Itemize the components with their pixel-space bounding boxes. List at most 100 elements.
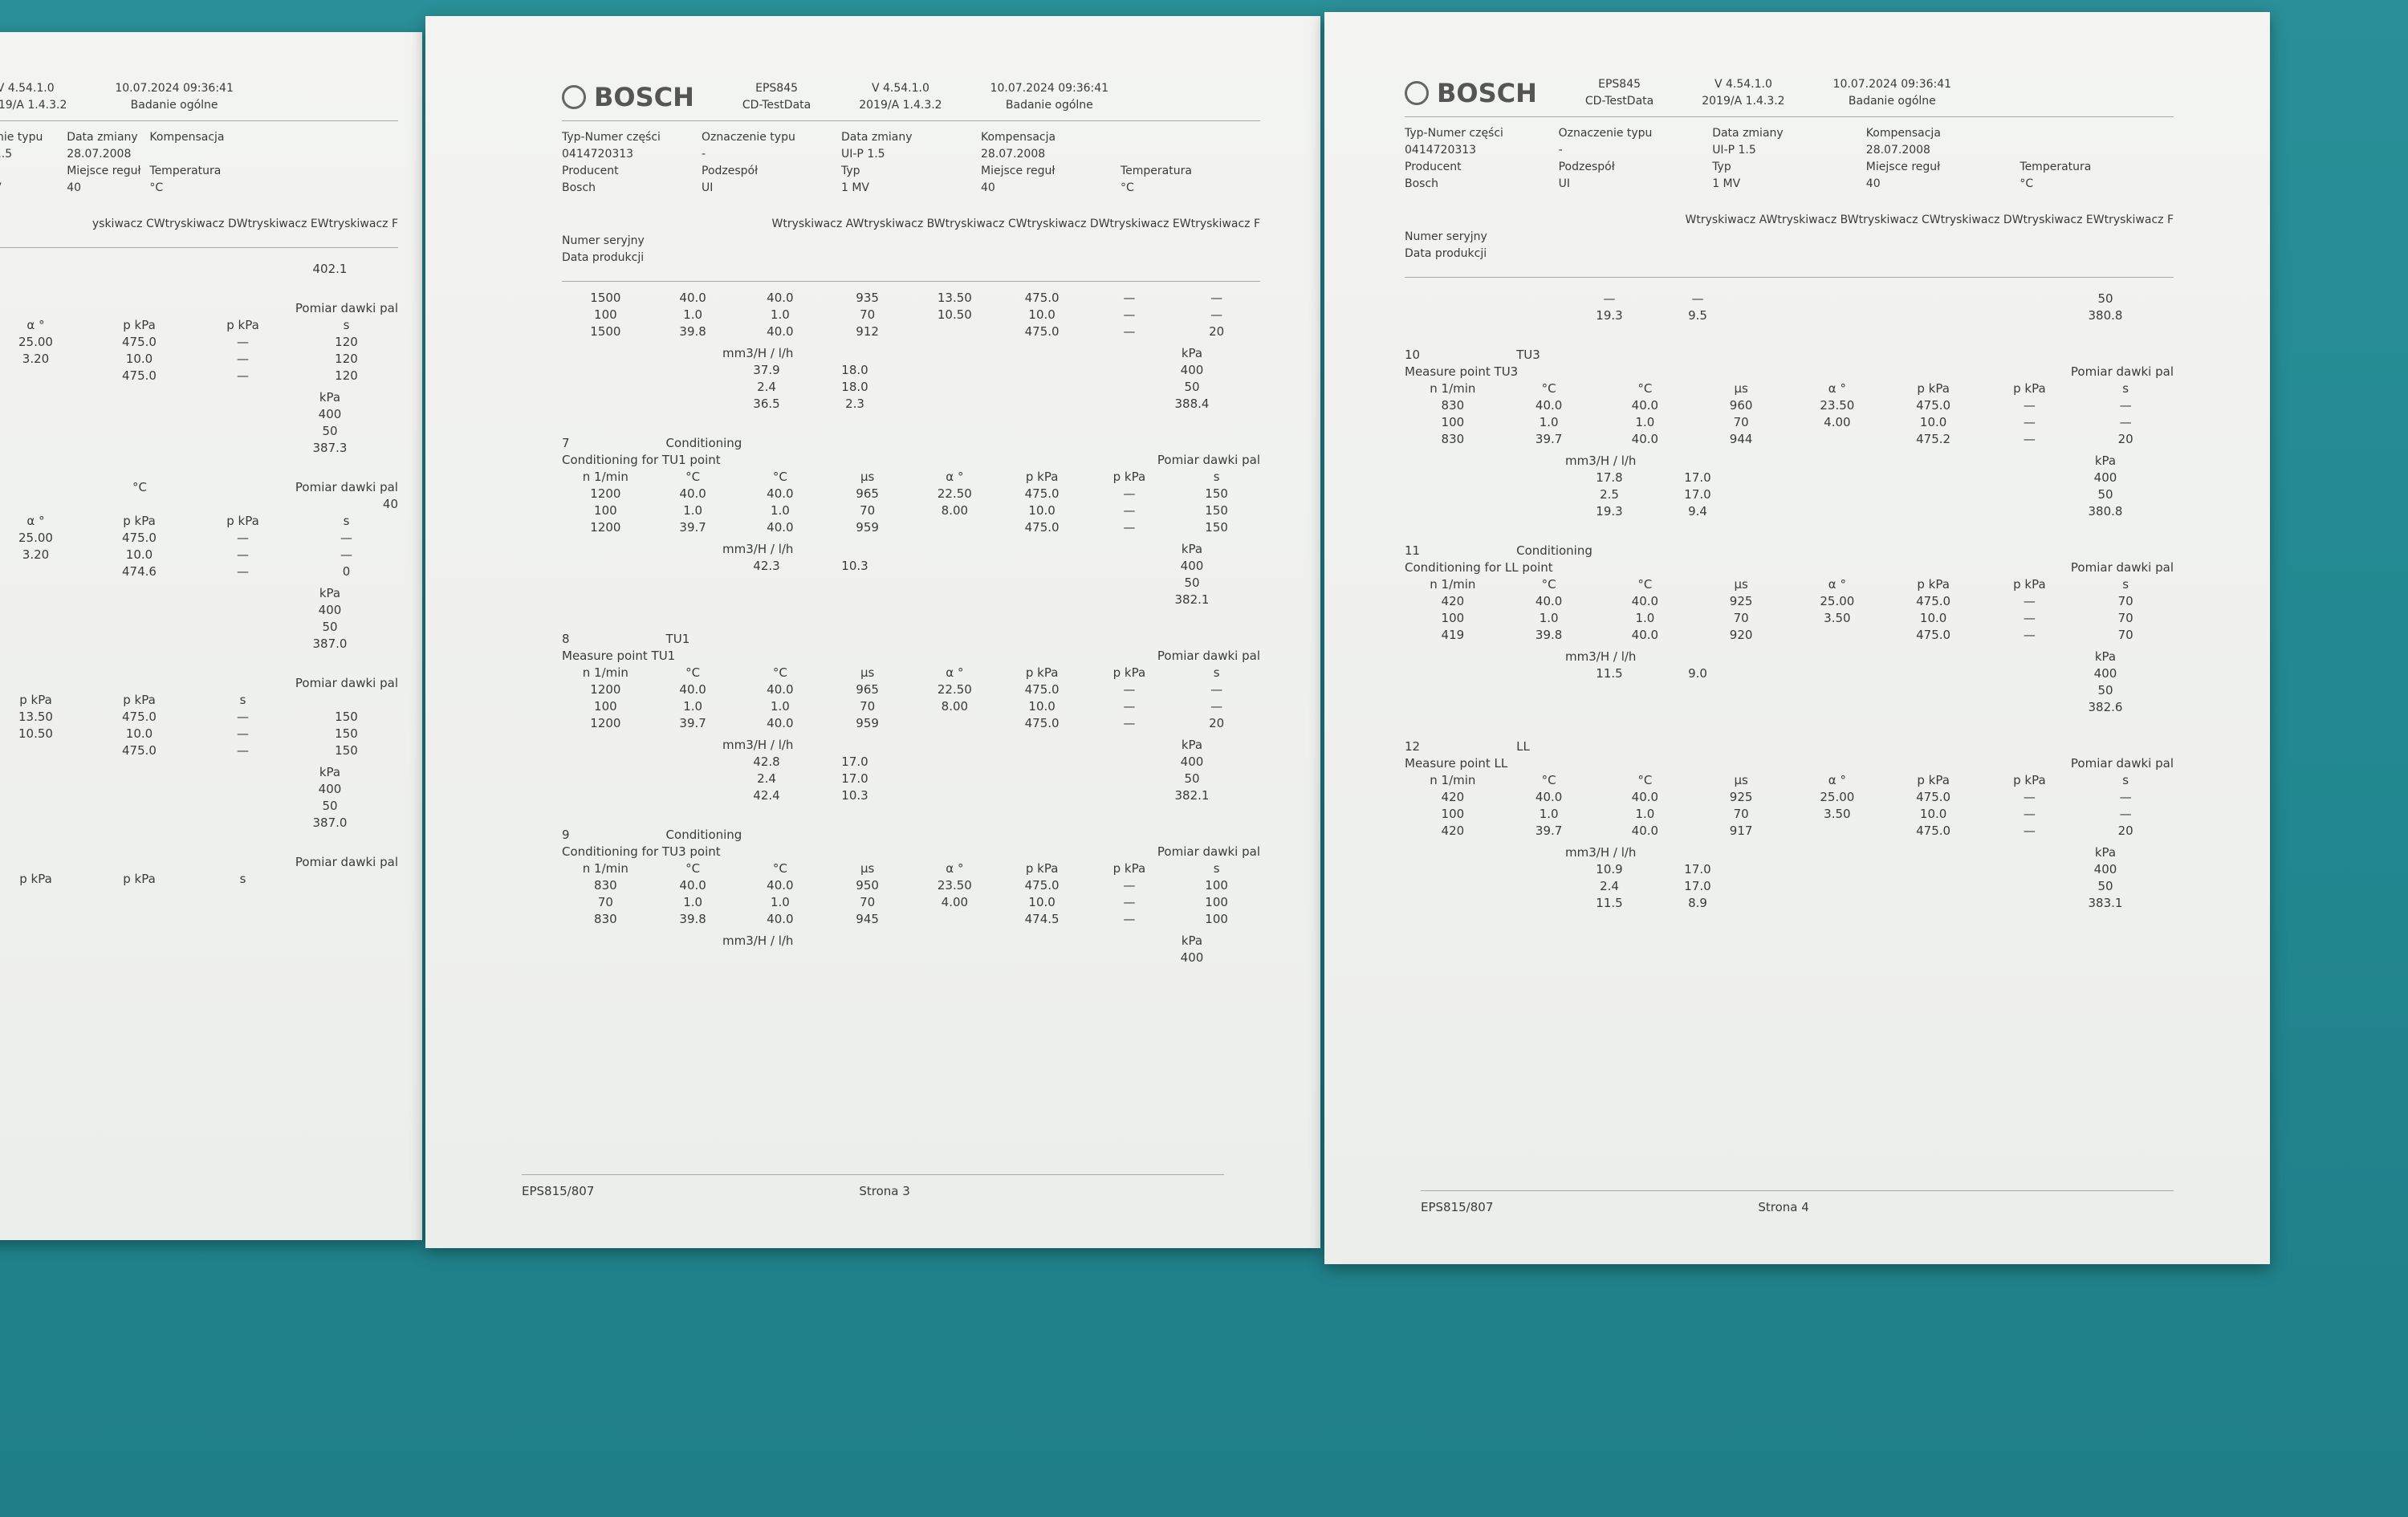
cell: — — [2119, 807, 2132, 821]
flow-results: mm3/H / l/h 10.9 17.0 2.4 17.0 11.5 8.9 — [1565, 844, 1742, 912]
pressure-units: kPa — [319, 586, 341, 600]
flow-units: mm3/H / l/h — [1565, 453, 1637, 468]
info-cell: 28.07.2008 — [67, 148, 132, 161]
info-cell: Bosch — [562, 181, 596, 194]
block-name: TU3 — [1516, 348, 1540, 362]
block-subtitle: Measure point LL — [1405, 756, 1508, 771]
cell: 70 — [597, 895, 613, 909]
data-row: 1200 40.0 40.0 965 22.50 475.0 — — — [562, 681, 1260, 698]
separator — [0, 247, 398, 248]
units-row: p kPa p kPa s — [0, 871, 398, 888]
cell: — — [1123, 682, 1136, 697]
pressure-value: 400 — [318, 603, 342, 617]
injectors: Wtryskiwacz AWtryskiwacz BWtryskiwacz CW… — [771, 218, 1260, 230]
block-title: 10 TU3 Measure point TU3 — [1405, 347, 1540, 380]
data-row: 3.20 10.0 — 120 — [0, 351, 398, 368]
flow-row: 19.3 9.4 — [1565, 503, 1742, 520]
cell: — — [2023, 594, 2036, 608]
cell: 40.0 — [767, 716, 794, 730]
block: 9 Conditioning Conditioning for TU3 point P… — [562, 827, 1260, 966]
cell: 100 — [594, 307, 617, 322]
block-action: Pomiar dawki pal — [295, 480, 398, 494]
cell: 4.00 — [941, 895, 969, 909]
cell: 40.0 — [767, 912, 794, 926]
product: CD-TestData — [1584, 95, 1654, 108]
unit: n 1/min — [1430, 381, 1476, 396]
cell: 40.0 — [1535, 594, 1563, 608]
header: V 4.54.1.0 2019/A 1.4.3.2 10.07.2024 09:36… — [0, 80, 398, 121]
cell: 1200 — [590, 520, 621, 535]
cell: 10.0 — [125, 547, 153, 562]
cell: 475.0 — [1916, 824, 1951, 838]
units-row: n 1/min °C °C µs α ° p kPa p kPa s — [1405, 380, 2174, 397]
unit: °C — [772, 861, 787, 876]
cell: 959 — [856, 716, 879, 730]
unit: p kPa — [2013, 577, 2046, 592]
cell: 70 — [860, 307, 876, 322]
test-name: Badanie ogólne — [1848, 95, 1936, 108]
cell: 17.0 — [841, 754, 868, 769]
data-row: 1200 40.0 40.0 965 22.50 475.0 — 150 — [562, 486, 1260, 502]
info-cell: 40 — [1865, 177, 1881, 190]
pressure-results: kPa 400 50 387.0 — [294, 585, 366, 653]
info-cell: Miejsce reguł — [981, 165, 1056, 177]
block: 1500 40.0 40.0 935 13.50 475.0— —100 1.0 1.0 70 10… — [562, 290, 1260, 413]
side-value: 40 — [382, 497, 398, 511]
cell: 40.0 — [767, 520, 794, 535]
cell: 70 — [1733, 807, 1749, 821]
build: 2019/A 1.4.3.2 — [1702, 95, 1785, 108]
unit: p kPa — [123, 872, 156, 886]
results: mm3/H / l/h kPa 400 — [562, 928, 1260, 966]
unit: p kPa — [19, 693, 52, 707]
data-row: 1500 39.8 40.0 912 475.0 — 20 — [562, 323, 1260, 340]
date-info: 10.07.2024 09:36:41 Badanie ogólne — [115, 80, 234, 114]
info-cell: Data zmiany — [67, 131, 138, 144]
cell: 70 — [2117, 611, 2133, 625]
unit: s — [239, 693, 246, 707]
cell: 150 — [1205, 503, 1228, 518]
results: mm3/H / l/h 10.9 17.0 2.4 17.0 11.5 8.9 kPa 400 5… — [1405, 840, 2174, 912]
pressure-value: 380.8 — [2088, 504, 2123, 519]
pressure-value: 50 — [1184, 575, 1200, 590]
info-table: Typ-Numer części Oznaczenie typu Data zmia… — [1405, 125, 2174, 193]
data-row: 100 1.0 1.0 70 8.00 10.0 — 150 — [562, 502, 1260, 519]
block-action: Pomiar dawki pal — [2070, 364, 2174, 379]
info-cell: zenie typu — [0, 131, 43, 144]
unit: p kPa — [1025, 861, 1059, 876]
flow-units: mm3/H / l/h — [722, 933, 794, 948]
cell: — — [1123, 699, 1136, 714]
cell: 20 — [1209, 716, 1225, 730]
cell: 42.3 — [753, 559, 780, 573]
block: Pomiar dawki pal p kPa p kPa s 13.50 475.0 — 15… — [0, 675, 398, 832]
block-name: Conditioning — [665, 828, 742, 842]
pressure-results: kPa 400 50 382.1 — [1156, 737, 1228, 804]
block-line: 9 Conditioning — [562, 827, 742, 844]
cell: 150 — [335, 710, 358, 724]
pressure-units: kPa — [319, 765, 341, 779]
block: 402.1 — [0, 256, 398, 278]
cell: 475.0 — [1024, 682, 1060, 697]
unit: µs — [1734, 577, 1748, 592]
production-label: Data produkcji — [562, 251, 645, 264]
pressure-results: kPa 400 50 383.1 — [2069, 844, 2142, 912]
cell: 475.0 — [1024, 291, 1060, 305]
results: kPa 400 50 387.0 — [0, 759, 398, 832]
info-cell: Data zmiany — [1712, 127, 1784, 140]
unit: p kPa — [1917, 773, 1950, 787]
side-units: °C — [132, 480, 147, 494]
block-head: °C Pomiar dawki pal — [0, 479, 398, 496]
data-row: 420 40.0 40.0 925 25.00 475.0 — 70 — [1405, 593, 2174, 610]
results: 402.1 — [0, 256, 398, 278]
cell: 17.0 — [1684, 470, 1711, 485]
serial-label: Numer seryjny — [1405, 230, 1487, 243]
cell: — — [1123, 895, 1136, 909]
block-name: LL — [1516, 739, 1530, 754]
cell: 25.00 — [1820, 790, 1855, 804]
page: BOSCH EPS845 CD-TestData V 4.54.1.0 2019/A 1… — [1324, 12, 2270, 1264]
flow-row: — — — [1565, 291, 1742, 307]
info-cell: Typ — [1712, 161, 1731, 173]
cell: 3.50 — [1824, 807, 1851, 821]
data-row: 830 40.0 40.0 950 23.50 475.0 — 100 — [562, 877, 1260, 894]
unit: p kPa — [1917, 577, 1950, 592]
unit: °C — [1637, 773, 1653, 787]
